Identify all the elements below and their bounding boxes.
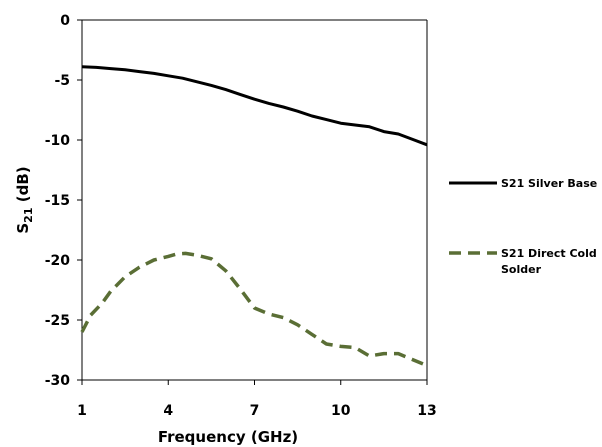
svg-text:S21 (dB): S21 (dB) xyxy=(14,166,35,233)
y-tick-label: -20 xyxy=(45,253,71,269)
y-tick-label: -25 xyxy=(45,313,70,329)
y-axis-title: S21 (dB) xyxy=(14,166,35,233)
y-tick-label: 0 xyxy=(60,13,70,29)
x-tick-label: 4 xyxy=(163,403,173,419)
x-tick-label: 7 xyxy=(250,403,260,419)
series-line-direct-cold-solder xyxy=(80,251,428,368)
y-tick-label: -5 xyxy=(54,73,70,89)
legend-label: S21 Direct Cold xyxy=(501,247,597,260)
legend-label: S21 Silver Base xyxy=(501,177,597,190)
legend: S21 Silver Base S21 Direct Cold Solder xyxy=(449,177,597,276)
y-tick-label: -15 xyxy=(45,193,70,209)
series-layer xyxy=(80,65,428,368)
y-axis-title-main: S xyxy=(14,223,32,234)
series-line-silver-base xyxy=(81,65,428,147)
y-ticks: 0 -5 -10 -15 -20 -25 -30 xyxy=(45,13,82,389)
y-axis-title-unit: (dB) xyxy=(14,166,32,202)
x-ticks: 1 4 7 10 13 xyxy=(77,380,437,419)
y-tick-label: -10 xyxy=(45,133,71,149)
y-axis-title-sub: 21 xyxy=(22,208,35,223)
x-tick-label: 13 xyxy=(417,403,436,419)
legend-label: Solder xyxy=(501,263,542,276)
x-tick-label: 1 xyxy=(77,403,87,419)
x-axis-title: Frequency (GHz) xyxy=(158,428,298,446)
plot-area xyxy=(81,19,428,381)
y-tick-label: -30 xyxy=(45,373,71,389)
x-tick-label: 10 xyxy=(331,403,351,419)
